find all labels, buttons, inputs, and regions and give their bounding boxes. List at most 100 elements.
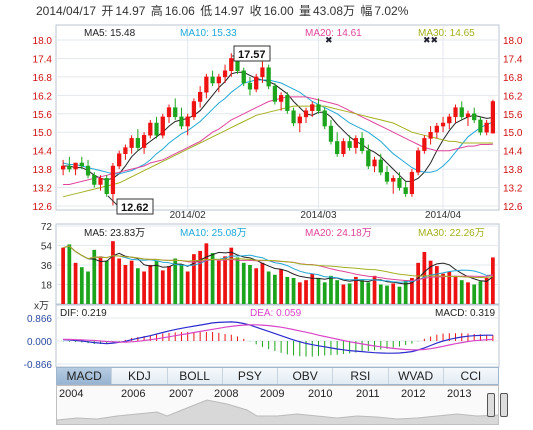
volume-bar: [397, 286, 402, 304]
volume-bar: [360, 280, 364, 304]
volume-bar: [117, 258, 122, 304]
tab-kdj[interactable]: KDJ: [112, 368, 168, 384]
price-tick-label-left: 13.8: [33, 165, 53, 176]
candle-body: [372, 159, 377, 167]
volume-bar: [347, 283, 352, 304]
candle: [409, 169, 415, 197]
candle-body: [266, 67, 271, 87]
price-tick-label-left: 13.2: [33, 184, 53, 195]
candle-body: [378, 159, 383, 173]
candle: [229, 53, 234, 77]
candle: [98, 175, 103, 191]
volume-tick-label: 18: [41, 281, 53, 292]
candle: [148, 119, 153, 139]
price-tick-label-left: 12.6: [33, 202, 53, 213]
macd-grid: [56, 317, 499, 365]
timeline-year: 2011: [356, 388, 380, 400]
candle: [372, 156, 377, 173]
candle: [260, 61, 265, 84]
candle-body: [210, 76, 215, 84]
candle: [129, 135, 134, 154]
event-marker-icon[interactable]: ✖✖: [423, 35, 438, 45]
history-timeline[interactable]: 2004 2006 2007 2008 2009 2010 2011 2012 …: [56, 385, 499, 425]
tab-psy[interactable]: PSY: [223, 368, 278, 384]
candle: [453, 104, 458, 123]
candle: [359, 132, 365, 154]
volume-label: 量: [298, 4, 311, 18]
event-marker-icon[interactable]: ✖: [325, 35, 333, 45]
candle-body: [447, 116, 452, 124]
price-tick-label-left: 16.2: [33, 91, 53, 102]
volume-value: 43.08万: [312, 4, 356, 18]
volume-bar: [378, 284, 383, 304]
volume-bar: [148, 265, 153, 304]
tab-macd[interactable]: MACD: [57, 368, 113, 384]
candle: [391, 175, 396, 194]
candle-body: [260, 67, 265, 78]
candle: [347, 135, 352, 151]
macd-tick-label: -0.866: [24, 360, 53, 371]
candle-body: [384, 171, 390, 182]
candle-body: [216, 76, 221, 84]
volume-bar: [123, 265, 128, 304]
volume-bar: [216, 260, 221, 304]
volume-bar: [403, 280, 408, 304]
macd-tick-label: 0.866: [27, 314, 52, 325]
candle-body: [179, 116, 184, 127]
price-tick-label-right: 13.8: [503, 165, 523, 176]
candle-body: [397, 178, 402, 188]
candle-body: [198, 92, 203, 102]
candle: [85, 159, 91, 179]
volume-bar: [472, 284, 477, 304]
tab-obv[interactable]: OBV: [278, 368, 334, 384]
ma30-line: [62, 105, 493, 198]
candle: [198, 86, 203, 108]
candle-body: [366, 150, 371, 167]
candle-body: [434, 125, 439, 133]
price-panel: [55, 24, 500, 211]
candle: [459, 101, 464, 120]
timeline-right-handle[interactable]: [500, 393, 508, 417]
candle: [422, 135, 427, 154]
tab-boll[interactable]: BOLL: [168, 368, 223, 384]
candle: [73, 162, 78, 176]
timeline-left-handle[interactable]: [487, 393, 495, 417]
candle: [266, 64, 271, 90]
timeline-year: 2004: [59, 388, 84, 400]
candle-body: [160, 116, 165, 136]
candle-body: [222, 70, 228, 78]
ma30-legend: MA30: 14.65: [418, 28, 475, 39]
candle-body: [316, 104, 321, 111]
tab-rsi[interactable]: RSI: [333, 368, 389, 384]
ma20-legend: MA20: 14.61: [305, 28, 362, 39]
timeline-year: 2009: [260, 388, 285, 400]
candle: [278, 92, 284, 111]
price-tick-label-right: 17.4: [503, 54, 523, 65]
candle: [310, 101, 315, 117]
candle-body: [148, 122, 153, 136]
candle: [204, 73, 209, 99]
volume-bar: [248, 265, 252, 304]
candle-body: [440, 122, 446, 127]
tab-cci[interactable]: CCI: [460, 369, 482, 383]
timeline-year: 2010: [308, 388, 333, 400]
volume-bar: [260, 262, 265, 304]
volume-bar: [279, 269, 283, 304]
volume-bar: [459, 280, 464, 304]
candlesticks: [60, 53, 496, 206]
candle: [110, 162, 116, 206]
vol-ma10-legend: MA10: 25.08万: [180, 228, 247, 239]
candle-body: [353, 138, 358, 148]
candle-body: [104, 178, 109, 194]
tab-wvad[interactable]: WVAD: [389, 368, 444, 384]
volume-bar: [92, 249, 97, 304]
volume-bar: [366, 282, 371, 304]
candle: [272, 83, 278, 105]
candle: [490, 99, 496, 134]
timeline-year: 2007: [169, 388, 194, 400]
macd-histogram: [62, 332, 494, 357]
candle: [478, 116, 483, 136]
candle: [416, 147, 421, 176]
candle-body: [403, 187, 408, 194]
